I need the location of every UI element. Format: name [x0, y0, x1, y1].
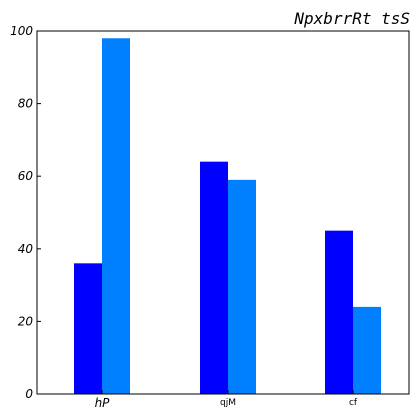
bar-hP-series-1 [74, 263, 102, 394]
y-tick-label: 0 [25, 387, 33, 401]
y-tick-label: 60 [18, 169, 34, 183]
chart-title: NpxbrrRt tsS [293, 9, 410, 28]
bar-cf-series-2 [353, 306, 381, 394]
y-axis: 0 20 40 60 80 100 [10, 24, 41, 401]
plot-frame [36, 30, 410, 395]
y-tick-label: 20 [18, 314, 34, 328]
bar-qjM-series-2 [228, 179, 256, 394]
y-tick-label: 100 [10, 24, 33, 38]
x-tick-label-hP: hP [95, 396, 111, 410]
bar-hP-series-2 [102, 38, 130, 394]
x-axis: hP qjM cf [95, 390, 358, 410]
y-tick-label: 80 [18, 97, 34, 111]
x-tick-label-qjM: qjM [220, 398, 236, 408]
bars-group [74, 38, 381, 394]
x-tick-label-cf: cf [349, 398, 358, 408]
y-tick-label: 40 [18, 242, 34, 256]
bar-qjM-series-1 [200, 161, 228, 394]
bar-cf-series-1 [325, 230, 353, 394]
